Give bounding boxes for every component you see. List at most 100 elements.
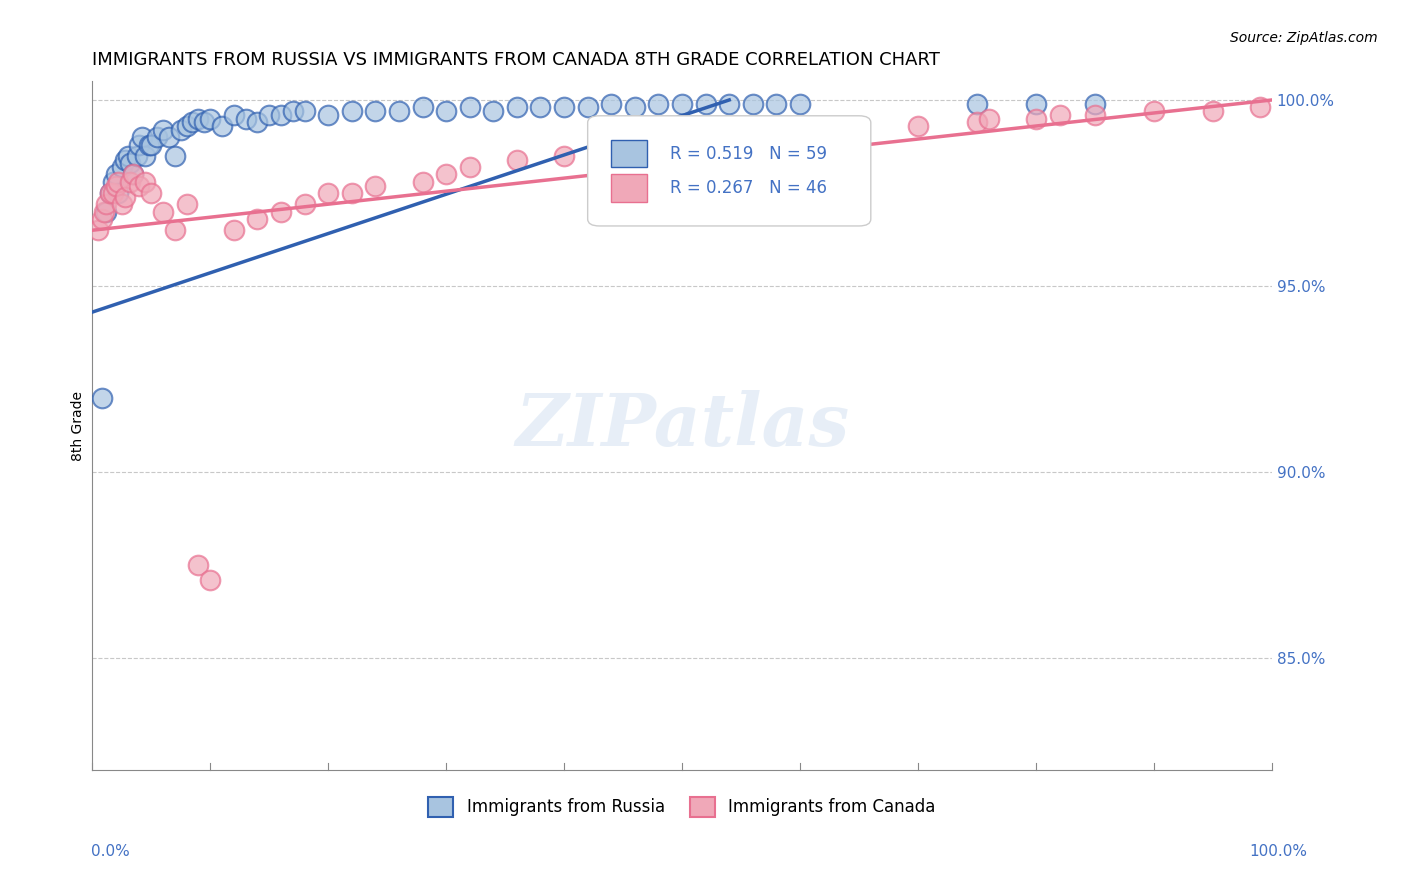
Point [107,175,129,189]
Point [434,104,457,119]
Point [765,96,787,111]
Point [157,130,180,145]
Point [789,127,811,141]
Point [434,168,457,182]
Point [340,186,363,200]
Point [122,168,145,182]
Point [122,168,145,182]
Point [169,122,191,136]
Point [131,130,153,145]
Point [107,186,129,200]
Point [316,108,339,122]
Point [294,104,316,119]
Point [482,104,505,119]
Point [103,175,125,189]
Point [977,112,1000,126]
Point [695,96,717,111]
Point [163,149,186,163]
Text: R = 0.267   N = 46: R = 0.267 N = 46 [671,179,827,197]
Text: 100.0%: 100.0% [1250,845,1308,859]
Point [281,104,304,119]
Point [141,137,163,152]
Point [506,100,529,114]
Point [90,391,112,405]
Point [90,212,112,227]
Point [529,100,551,114]
Point [624,100,647,114]
Text: IMMIGRANTS FROM RUSSIA VS IMMIGRANTS FROM CANADA 8TH GRADE CORRELATION CHART: IMMIGRANTS FROM RUSSIA VS IMMIGRANTS FRO… [93,51,941,69]
Point [600,96,623,111]
Point [647,96,669,111]
Point [294,197,316,211]
Point [246,115,269,129]
Point [340,104,363,119]
Point [671,96,693,111]
Point [104,168,127,182]
Point [316,186,339,200]
Point [198,112,221,126]
Point [1025,96,1047,111]
Point [966,96,988,111]
Point [114,190,136,204]
Point [1084,96,1107,111]
FancyBboxPatch shape [612,140,647,168]
Point [163,223,186,237]
Point [270,204,292,219]
Point [176,119,198,133]
Point [458,100,481,114]
Point [553,149,575,163]
Point [211,119,233,133]
Point [412,175,434,189]
Point [128,137,150,152]
Point [87,223,110,237]
Point [235,112,257,126]
Point [187,558,209,573]
Text: 0.0%: 0.0% [91,845,131,859]
Point [789,96,811,111]
Point [114,153,136,167]
Point [118,175,141,189]
Legend: Immigrants from Russia, Immigrants from Canada: Immigrants from Russia, Immigrants from … [422,790,942,823]
Point [176,197,198,211]
Point [270,108,292,122]
Point [1143,104,1166,119]
Point [576,100,599,114]
Point [458,160,481,174]
FancyBboxPatch shape [588,116,870,226]
Point [146,130,169,145]
Point [152,122,174,136]
FancyBboxPatch shape [612,174,647,202]
Point [118,156,141,170]
Point [600,141,623,155]
Point [1049,108,1071,122]
Point [412,100,434,114]
Point [1249,100,1271,114]
Point [181,115,204,129]
Point [138,137,160,152]
Point [111,197,134,211]
Point [364,178,387,193]
Y-axis label: 8th Grade: 8th Grade [72,391,86,460]
Point [1084,108,1107,122]
Text: R = 0.519   N = 59: R = 0.519 N = 59 [671,145,827,162]
Point [364,104,387,119]
Point [141,186,163,200]
Point [966,115,988,129]
Point [1202,104,1225,119]
Point [222,108,245,122]
Point [907,119,929,133]
Point [388,104,411,119]
Point [134,149,156,163]
Point [152,204,174,219]
Point [257,108,280,122]
Point [246,212,269,227]
Point [1025,112,1047,126]
Text: Source: ZipAtlas.com: Source: ZipAtlas.com [1230,31,1378,45]
Point [117,149,139,163]
Point [222,223,245,237]
Point [553,100,575,114]
Point [134,175,156,189]
Point [647,137,669,152]
Point [98,186,121,200]
Point [187,112,209,126]
